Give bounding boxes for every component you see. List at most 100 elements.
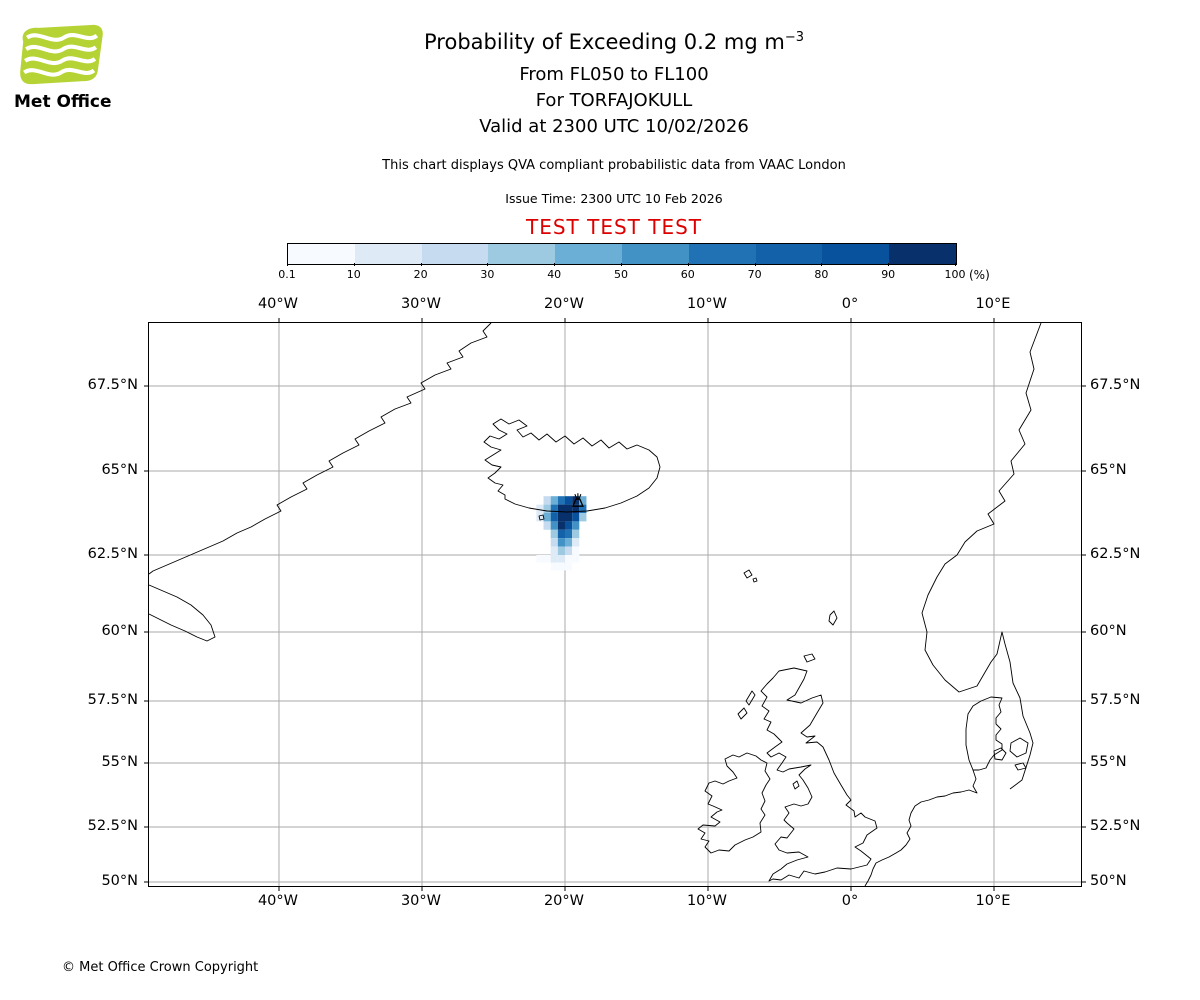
subtitle-volcano: For TORFAJOKULL bbox=[535, 90, 693, 111]
plume-cell bbox=[564, 513, 573, 522]
plume-cell bbox=[572, 538, 580, 547]
plume-cell bbox=[564, 521, 573, 530]
probability-colorbar bbox=[287, 243, 957, 265]
volcano-icon bbox=[571, 493, 584, 507]
colorbar-tick-label: 70 bbox=[747, 268, 762, 281]
colorbar-unit-label: (%) bbox=[969, 268, 990, 282]
plume-cell bbox=[572, 529, 580, 539]
graticule-grid bbox=[149, 323, 1081, 886]
colorbar-tick bbox=[687, 263, 689, 266]
met-office-logo-icon bbox=[20, 24, 103, 85]
coastline-hebrides-1 bbox=[745, 690, 756, 706]
logo-wave-2 bbox=[24, 44, 98, 54]
plume-cell bbox=[557, 513, 565, 522]
subtitle-valid-time: Valid at 2300 UTC 10/02/2026 bbox=[479, 116, 749, 137]
colorbar-tick bbox=[287, 263, 288, 266]
coastline-hebrides-2 bbox=[737, 707, 748, 720]
plume-cell bbox=[557, 538, 565, 547]
plume-cell bbox=[550, 504, 558, 513]
coastline-shetland bbox=[828, 610, 838, 626]
logo-wave-4 bbox=[23, 67, 96, 77]
coastline-norway-sweden bbox=[921, 322, 1042, 790]
coastline-isle-of-man bbox=[792, 780, 800, 790]
plume-cell bbox=[564, 538, 573, 547]
colorbar-tick-label: 0.1 bbox=[278, 268, 296, 281]
issue-time: Issue Time: 2300 UTC 10 Feb 2026 bbox=[505, 191, 723, 206]
plume-cell bbox=[572, 521, 580, 530]
coastline-orkney bbox=[803, 653, 816, 663]
plume-cell bbox=[550, 521, 558, 530]
plume-cell bbox=[572, 513, 580, 522]
coastline-funen bbox=[993, 747, 1007, 761]
colorbar-tick bbox=[754, 263, 756, 266]
plume-cell bbox=[572, 546, 580, 555]
plume-cell bbox=[579, 504, 587, 513]
coastline-ireland bbox=[697, 752, 771, 854]
volcano-cone bbox=[571, 498, 584, 507]
colorbar-tick-label: 60 bbox=[680, 268, 695, 281]
lon-label-bottom: 0° bbox=[841, 893, 859, 909]
lon-label-bottom: 30°W bbox=[400, 893, 442, 909]
logo-wave-1 bbox=[25, 33, 99, 42]
coastline-zealand bbox=[1009, 737, 1029, 758]
map-canvas bbox=[144, 318, 1086, 891]
page-title: Probability of Exceeding 0.2 mg m−3 bbox=[148, 30, 1080, 54]
colorbar-tick-label: 50 bbox=[614, 268, 628, 281]
plume-cell bbox=[564, 555, 573, 563]
colorbar-tick-label: 80 bbox=[814, 268, 829, 281]
plume-cell bbox=[550, 562, 558, 571]
plume-cell bbox=[564, 562, 573, 571]
coastline-greenland-southeast bbox=[148, 322, 492, 575]
volcano-marker bbox=[571, 493, 584, 507]
lat-label-right: 65°N bbox=[1090, 462, 1127, 478]
coastline-faroe-2 bbox=[752, 577, 758, 583]
plume-cell bbox=[543, 521, 551, 530]
plume-cell bbox=[572, 555, 580, 563]
plume-cell bbox=[550, 546, 558, 555]
plume-cell bbox=[557, 504, 565, 513]
colorbar-tick bbox=[955, 263, 956, 266]
plume-cell bbox=[557, 562, 565, 571]
plume-cell bbox=[543, 504, 551, 513]
lat-label-left: 55°N bbox=[101, 754, 138, 770]
plume-cell bbox=[543, 513, 551, 522]
coastline-great-britain bbox=[760, 667, 878, 882]
coastline-denmark-jutland bbox=[965, 696, 1003, 771]
plume-cell bbox=[557, 529, 565, 539]
plume-cell bbox=[557, 521, 565, 530]
plume-cell bbox=[564, 529, 573, 539]
lon-label-top: 40°W bbox=[257, 296, 299, 312]
colorbar-tick bbox=[821, 263, 823, 266]
colorbar-segment bbox=[288, 244, 355, 264]
plume-cell bbox=[557, 555, 565, 563]
colorbar-segment bbox=[488, 244, 556, 264]
logo-green-shape bbox=[20, 24, 103, 85]
lat-label-left: 67.5°N bbox=[87, 377, 138, 393]
lon-label-bottom: 40°W bbox=[257, 893, 299, 909]
lat-label-right: 62.5°N bbox=[1090, 546, 1141, 562]
plume-cell bbox=[572, 504, 580, 513]
colorbar-segment bbox=[822, 244, 890, 264]
plume-cell bbox=[557, 546, 565, 555]
map-frame bbox=[144, 318, 1086, 891]
colorbar-labels: (%) 0.1 10 20 30 40 50 60 70 80 90 100 bbox=[278, 263, 990, 282]
colorbar-tick-label: 10 bbox=[346, 268, 361, 281]
plume-cell bbox=[536, 513, 544, 522]
coastline-faroe-1 bbox=[743, 569, 753, 579]
plume-cell bbox=[564, 496, 573, 505]
plume-cell bbox=[557, 496, 565, 505]
colorbar-tick bbox=[353, 263, 355, 266]
plume-cell bbox=[536, 504, 544, 513]
lat-label-left: 65°N bbox=[101, 462, 138, 478]
colorbar-tick bbox=[621, 263, 622, 266]
colorbar-segment bbox=[354, 244, 422, 264]
coastline-continental-north-sea bbox=[864, 769, 978, 887]
copyright-notice: © Met Office Crown Copyright bbox=[62, 960, 259, 975]
subtitle-flight-levels: From FL050 to FL100 bbox=[519, 64, 709, 85]
plume-cell bbox=[550, 538, 558, 547]
lon-label-top: 0° bbox=[841, 296, 859, 312]
plume-cell bbox=[550, 496, 558, 505]
axis-ticks bbox=[144, 318, 1086, 891]
lat-label-right: 60°N bbox=[1090, 623, 1127, 639]
colorbar-tick-label: 40 bbox=[547, 268, 562, 281]
